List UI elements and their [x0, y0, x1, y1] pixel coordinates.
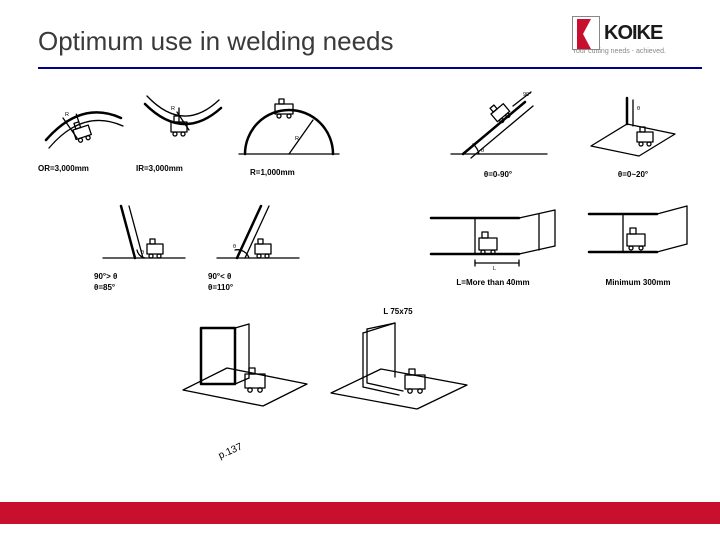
brand-name: KOIKE [604, 22, 662, 45]
fig-acute: θ 90°> θ θ=85° [94, 200, 194, 293]
fig-ibeam-min: Minimum 300mm [578, 200, 698, 288]
svg-text:θ: θ [637, 106, 640, 112]
sketch-convex-icon: R [41, 90, 125, 158]
fig-near-flat: θ θ=0~20° [578, 90, 688, 180]
svg-text:θ: θ [233, 244, 236, 250]
label-ibeam-min: Minimum 300mm [578, 277, 698, 288]
page-number: p.137 [217, 441, 244, 461]
page-title: Optimum use in welding needs [38, 26, 394, 57]
svg-text:R: R [295, 136, 299, 142]
label-angle-iron: L 75x75 [318, 306, 478, 317]
sketch-fillet-icon [173, 320, 313, 420]
brand-logo: KOIKE Your cutting needs - achieved. [572, 16, 702, 62]
fig-ibeam-l: L L=More than 40mm [418, 200, 568, 288]
svg-text:R: R [65, 112, 69, 118]
svg-text:L: L [493, 266, 496, 272]
sketch-ibeam-min-icon [583, 200, 693, 272]
sketch-ibeam-l-icon: L [423, 200, 563, 272]
fig-vertical-plate [168, 320, 318, 425]
fig-obtuse: θ 90°< θ θ=110° [208, 200, 308, 293]
sketch-acute-icon: θ [99, 200, 189, 266]
sketch-angle-icon [323, 319, 473, 417]
label-r: R=1,000mm [250, 167, 348, 178]
fig-inner-radius: R IR=3,000mm [136, 90, 226, 174]
svg-text:θ: θ [141, 250, 144, 256]
label-or: OR=3,000mm [38, 163, 128, 174]
sketch-incline-icon: θ 90° [443, 90, 553, 164]
label-theta2: θ=0~20° [578, 169, 688, 180]
sketch-pipe-icon: R [233, 90, 343, 162]
sketch-concave-icon: R [139, 90, 223, 158]
fig-angle-iron: L 75x75 [318, 306, 478, 422]
label-obtuse: 90°< θ θ=110° [208, 271, 308, 293]
sketch-obtuse-icon: θ [213, 200, 303, 266]
svg-text:R: R [171, 106, 175, 112]
label-ibeam-l: L=More than 40mm [418, 277, 568, 288]
koike-mark-icon [572, 16, 600, 50]
fig-outer-radius: R OR=3,000mm [38, 90, 128, 174]
label-acute: 90°> θ θ=85° [94, 271, 194, 293]
label-ir: IR=3,000mm [136, 163, 226, 174]
footer-accent-bar [0, 502, 720, 524]
label-theta1: θ=0-90° [438, 169, 558, 180]
svg-text:θ: θ [481, 148, 484, 154]
svg-text:90°: 90° [523, 92, 531, 98]
fig-pipe-radius: R R=1,000mm [228, 90, 348, 178]
fig-incline: θ 90° θ=0-90° [438, 90, 558, 180]
sketch-lowangle-icon: θ [583, 90, 683, 164]
